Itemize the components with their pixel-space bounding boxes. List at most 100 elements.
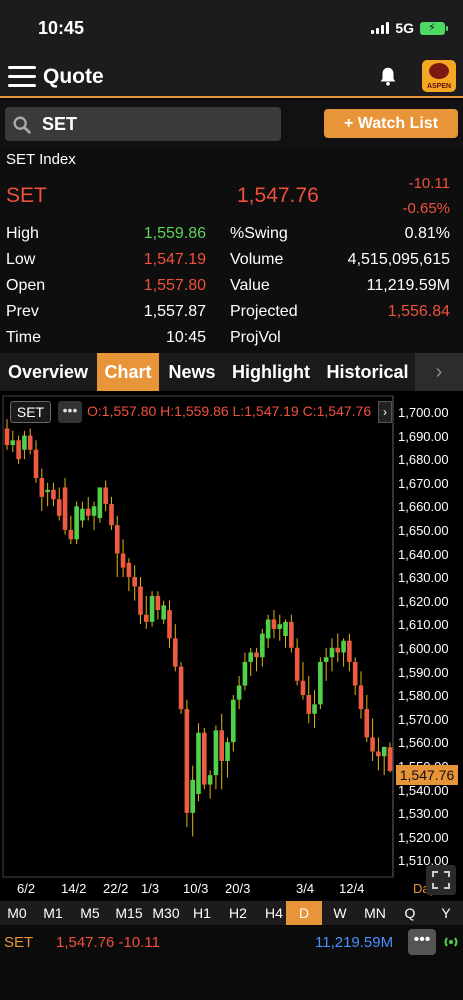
status-indicators: 5G ⚡ [371, 20, 448, 36]
candle [68, 515, 74, 545]
candle [219, 713, 225, 790]
candle [381, 746, 387, 776]
interval-m0[interactable]: M0 [7, 905, 27, 921]
app-logo[interactable]: ASPEN [422, 60, 456, 92]
candlestick-chart[interactable] [0, 391, 463, 901]
time-value: 10:45 [165, 329, 206, 346]
interval-d[interactable]: D [286, 901, 322, 925]
candle [271, 610, 277, 639]
interval-h4[interactable]: H4 [265, 905, 283, 921]
candle [109, 496, 114, 530]
candle-body [114, 525, 120, 554]
logo-emblem-icon [429, 63, 449, 79]
menu-icon[interactable] [8, 66, 36, 88]
candle-body [85, 508, 91, 516]
candle [190, 765, 195, 837]
fullscreen-icon[interactable] [426, 865, 456, 895]
candle-body [80, 508, 85, 521]
chart-symbol-chip[interactable]: SET [10, 401, 51, 423]
volume-value: 4,515,095,615 [347, 251, 450, 268]
add-watch-list-button[interactable]: + Watch List [324, 109, 458, 138]
ticker-symbol[interactable]: SET [4, 934, 34, 951]
chart-options-icon[interactable]: ••• [58, 401, 82, 423]
tabs-scroll-right-icon[interactable]: › [415, 353, 463, 391]
x-tick-label: 6/2 [17, 881, 36, 896]
projected-value: 1,556.84 [387, 303, 450, 320]
candle-body [103, 487, 108, 504]
interval-q[interactable]: Q [404, 905, 416, 921]
status-time: 10:45 [38, 18, 85, 38]
candle-body [167, 610, 172, 639]
candle [114, 515, 120, 578]
candle [277, 614, 283, 641]
y-tick-label: 1,660.00 [398, 499, 449, 515]
candle [132, 565, 137, 601]
candle-body [172, 638, 178, 667]
open-value: 1,557.80 [143, 277, 206, 294]
candle-body [300, 680, 306, 695]
candle [225, 737, 230, 778]
more-options-button[interactable]: ••• [408, 929, 436, 955]
swing-value: 0.81% [404, 225, 450, 242]
candle-body [364, 709, 370, 738]
candle-body [236, 685, 242, 700]
candle-body [370, 737, 375, 752]
quote-symbol: SET [6, 184, 47, 207]
candle [16, 435, 21, 464]
x-tick-label: 22/2 [103, 881, 129, 896]
candle-body [178, 666, 184, 710]
ohlc-expand-arrow-icon[interactable]: › [378, 401, 392, 423]
battery-icon: ⚡ [420, 21, 448, 35]
y-tick-label: 1,690.00 [398, 428, 449, 444]
interval-y[interactable]: Y [441, 905, 451, 921]
price-chart[interactable]: SET ••• O:1,557.80 H:1,559.86 L:1,547.19… [0, 391, 463, 901]
tab-news[interactable]: News [168, 362, 216, 382]
interval-m30[interactable]: M30 [152, 905, 180, 921]
y-tick-label: 1,560.00 [398, 735, 449, 751]
ticker-value: 11,219.59M [315, 934, 394, 951]
tab-historical[interactable]: Historical [326, 362, 409, 382]
candle [370, 718, 375, 761]
interval-m15[interactable]: M15 [115, 905, 143, 921]
candle-body [306, 694, 312, 714]
value-label: Value [230, 277, 270, 294]
candle-body [335, 647, 341, 653]
interval-w[interactable]: W [333, 905, 347, 921]
candle [184, 699, 190, 827]
y-tick-label: 1,670.00 [398, 475, 449, 491]
quote-tabs: Overview Chart News Highlight Historical… [0, 353, 463, 391]
bell-icon[interactable] [377, 65, 399, 87]
interval-mn[interactable]: MN [364, 905, 386, 921]
interval-m5[interactable]: M5 [80, 905, 100, 921]
tab-chart[interactable]: Chart [97, 353, 159, 391]
candle [283, 619, 288, 648]
tab-highlight[interactable]: Highlight [232, 362, 310, 382]
price-change-pct: -0.65% [402, 200, 450, 217]
candle [4, 419, 10, 450]
y-tick-label: 1,580.00 [398, 688, 449, 704]
y-tick-label: 1,570.00 [398, 711, 449, 727]
candle-body [51, 489, 56, 500]
candle [260, 628, 265, 667]
candle-body [260, 633, 265, 658]
candle-body [271, 619, 277, 629]
candle-body [62, 487, 68, 530]
y-tick-label: 1,590.00 [398, 664, 449, 680]
candle-body [16, 440, 21, 460]
interval-m1[interactable]: M1 [43, 905, 63, 921]
interval-h1[interactable]: H1 [193, 905, 211, 921]
candle-body [248, 652, 254, 662]
candle [51, 482, 56, 507]
candle-body [254, 652, 259, 658]
interval-h2[interactable]: H2 [229, 905, 247, 921]
candle [265, 614, 271, 648]
symbol-search-input[interactable]: SET [5, 107, 281, 141]
y-tick-label: 1,700.00 [398, 405, 449, 420]
candle-body [4, 428, 10, 446]
value-value: 11,219.59M [366, 277, 450, 294]
x-tick-label: 1/3 [141, 881, 160, 896]
candle-body [225, 742, 230, 761]
candle [126, 558, 132, 592]
ticker-price-change: 1,547.76 -10.11 [56, 934, 160, 951]
tab-overview[interactable]: Overview [7, 362, 89, 382]
